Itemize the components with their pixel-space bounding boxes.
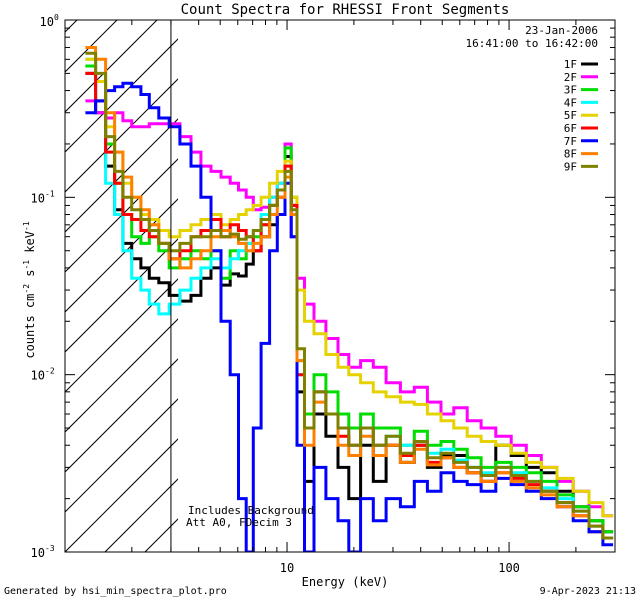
hatch-line [65, 198, 178, 313]
hatch-line [65, 358, 178, 473]
legend-label-4F: 4F [564, 96, 577, 109]
legend-label-6F: 6F [564, 122, 577, 135]
series-layer [85, 46, 614, 552]
y-tick-label-1e-3: 10 -3 [31, 544, 55, 560]
series-2F [85, 99, 614, 518]
hatch-line [65, 38, 178, 153]
svg-text:-3: -3 [45, 544, 55, 553]
excluded-energy-hatch [65, 12, 640, 552]
svg-text:10: 10 [31, 546, 45, 560]
svg-text:10: 10 [31, 191, 45, 205]
date-label: 23-Jan-2006 [525, 24, 598, 37]
y-axis-label: counts cm-2 s-1 keV-1 [22, 221, 37, 358]
plot-frame [64, 19, 616, 553]
legend-label-3F: 3F [564, 84, 577, 97]
time-range-label: 16:41:00 to 16:42:00 [466, 37, 598, 50]
svg-text:-2: -2 [45, 367, 55, 376]
series-9F [85, 51, 614, 540]
legend-label-9F: 9F [564, 160, 577, 173]
hatch-line [65, 20, 158, 113]
y-tick-label-1e0: 10 0 [40, 13, 59, 29]
hatch-line [65, 238, 178, 353]
hatch-line [65, 438, 178, 552]
y-tick-label-1e-1: 10 -1 [31, 189, 55, 205]
x-tick-label-10: 10 [280, 561, 294, 575]
chart-title: Count Spectra for RHESSI Front Segments [181, 2, 510, 18]
hatch-line [65, 318, 178, 433]
svg-text:10: 10 [40, 15, 54, 29]
legend-label-8F: 8F [564, 148, 577, 161]
svg-text:-1: -1 [45, 189, 55, 198]
x-axis-label: Energy (keV) [302, 575, 389, 589]
hatch-line [65, 78, 178, 193]
hatch-line [65, 278, 178, 393]
footer-timestamp: 9-Apr-2023 21:13 [540, 586, 636, 597]
annotation-attenuator: Att A0, FDecim 3 [186, 516, 292, 529]
legend-label-7F: 7F [564, 135, 577, 148]
legend-label-5F: 5F [564, 109, 577, 122]
legend-label-2F: 2F [564, 71, 577, 84]
x-tick-label-100: 100 [498, 561, 520, 575]
hatch-line [225, 12, 640, 552]
hatch-line [65, 398, 178, 513]
hatch-line [65, 20, 78, 33]
svg-text:10: 10 [31, 369, 45, 383]
annotation-background: Includes Background [188, 504, 314, 517]
svg-text:0: 0 [54, 13, 59, 22]
axis-ticks [64, 19, 616, 553]
legend-label-1F: 1F [564, 58, 577, 71]
footer-generated-by: Generated by hsi_min_spectra_plot.pro [4, 586, 227, 597]
y-tick-label-1e-2: 10 -2 [31, 367, 55, 383]
